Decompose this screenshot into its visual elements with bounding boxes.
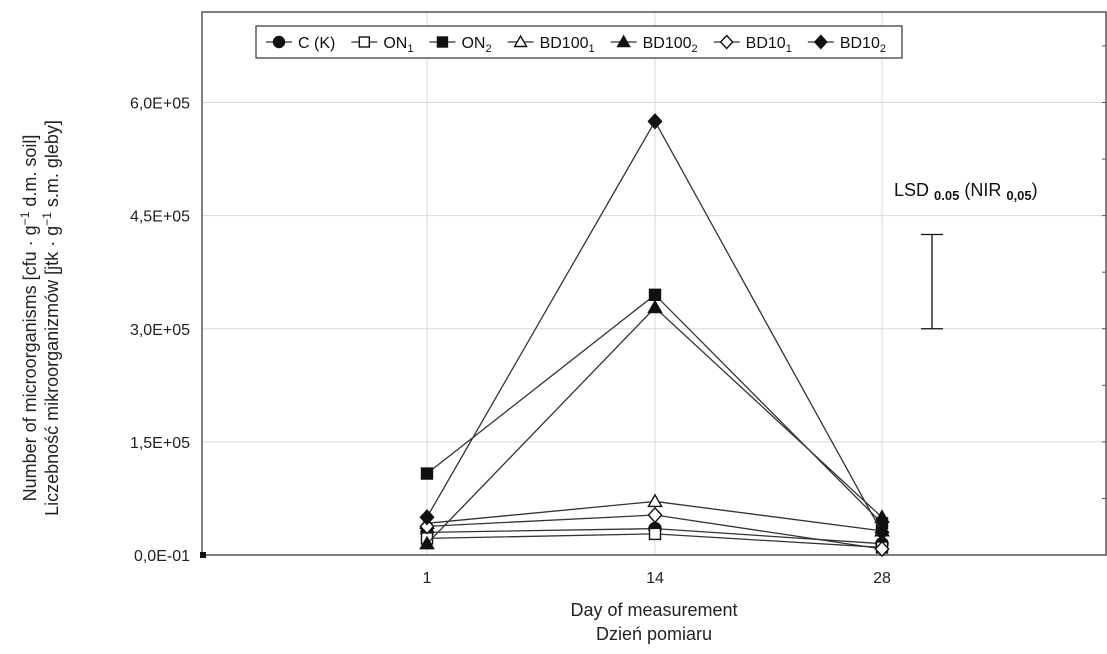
x-axis-title-en: Day of measurement [570,600,737,620]
series-diamond-filled [419,113,890,541]
legend-item: BD101 [713,34,792,55]
data-point [874,540,890,558]
series-group [419,113,890,558]
data-point [420,467,434,480]
legend-marker [436,36,449,48]
x-tick-label: 1 [423,570,432,587]
legend-label: ON1 [383,35,413,55]
legend-label: BD1002 [643,35,698,55]
data-point [874,509,890,523]
data-point [419,509,435,526]
legend: C (K) ON1 ON2 BD1001 BD1002 BD101 BD102 [255,25,903,59]
legend-marker [616,34,631,48]
data-point [647,493,663,508]
x-tick-label: 14 [646,570,664,587]
x-axis-tick-labels: 1 14 28 [423,570,891,587]
y-tick-label: 0,0E-01 [134,548,190,565]
series-diamond-open [419,506,890,558]
legend-marker [719,34,734,50]
lsd-label: LSD 0.05 (NIR 0,05) [894,180,1038,203]
y-tick-label: 3,0E+05 [130,322,190,339]
series-triangle-filled [419,299,890,550]
legend-marker [358,36,371,48]
legend-label: BD102 [840,35,886,55]
data-point [647,506,663,524]
x-axis-title-pl: Dzień pomiaru [596,624,712,644]
y-axis-title-pl: Liczebność mikroorganizmów [jtk · g−1 s.… [40,120,62,516]
lsd-indicator: LSD 0.05 (NIR 0,05) [894,180,1038,330]
legend-item: BD102 [807,34,886,55]
legend-label: BD1001 [540,35,595,55]
legend-item: ON2 [429,35,492,55]
y-axis-title-en: Number of microorganisms [cfu · g−1 d.m.… [18,135,40,502]
legend-marker [272,35,286,49]
legend-label: C (K) [298,35,335,52]
y-tick-label: 6,0E+05 [130,96,190,113]
plot-area-frame [201,11,1107,556]
data-point [419,518,435,535]
data-point [648,288,662,302]
legend-label: BD101 [746,35,792,55]
y-tick-label: 4,5E+05 [130,209,190,226]
legend-item: ON1 [351,35,413,55]
y-axis-tick-labels: 0,0E-01 1,5E+05 3,0E+05 4,5E+05 6,0E+05 [130,96,206,565]
data-point [419,535,435,550]
legend-label: ON2 [461,35,491,55]
data-point [874,524,890,541]
legend-item: C (K) [266,35,335,52]
legend-marker [813,34,828,50]
y-tick-label: 1,5E+05 [130,435,190,452]
origin-marker [200,552,206,558]
legend-item: BD1001 [507,34,595,55]
data-point [647,113,663,130]
grid-lines [202,12,1107,555]
data-point [647,299,663,314]
x-tick-label: 28 [873,570,891,587]
legend-marker [513,34,528,48]
data-point [648,527,662,541]
legend-item: BD1002 [610,34,698,55]
